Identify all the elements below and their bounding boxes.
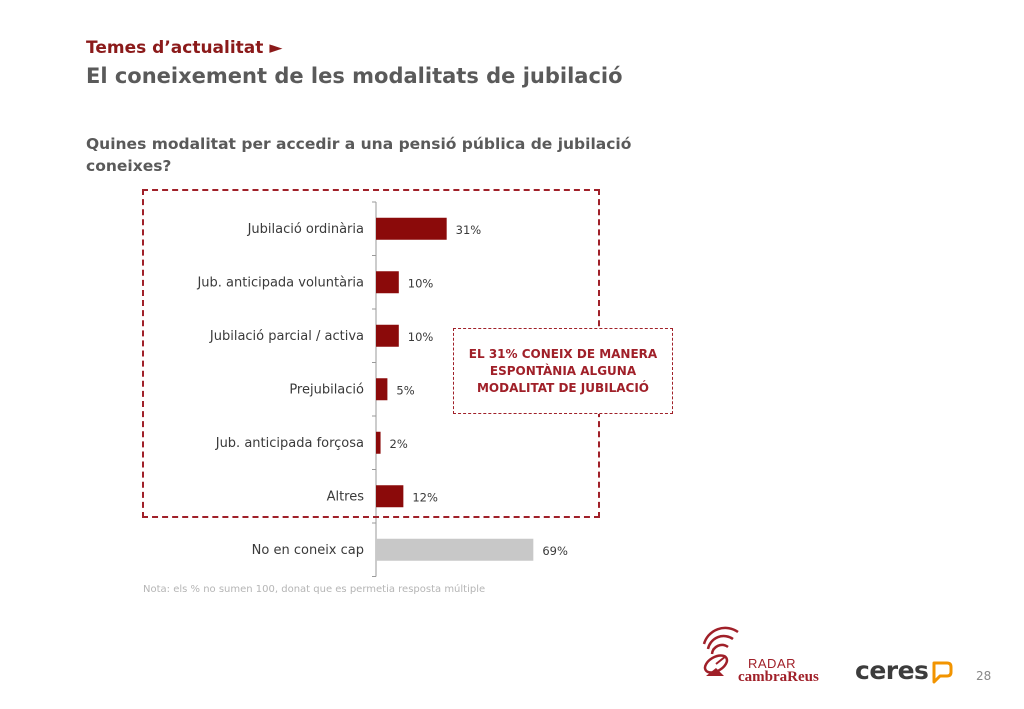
category-label: Jubilació parcial / activa [209, 329, 364, 344]
callout-box: EL 31% CONEIX DE MANERA ESPONTÀNIA ALGUN… [453, 328, 673, 414]
category-label: Altres [327, 489, 365, 504]
value-label: 10% [408, 276, 434, 290]
survey-question: Quines modalitat per accedir a una pensi… [86, 135, 632, 175]
page-number: 28 [976, 669, 992, 683]
page-title: El coneixement de les modalitats de jubi… [86, 64, 623, 88]
category-label: Jub. anticipada forçosa [215, 436, 364, 451]
category-label: Prejubilació [289, 382, 364, 397]
radar-wordmark: RADAR [748, 656, 797, 671]
category-label: Jubilació ordinària [247, 222, 364, 237]
bar [376, 485, 404, 508]
section-label: Temes d’actualitat ► [86, 38, 283, 58]
value-label: 2% [390, 437, 408, 451]
value-label: 31% [456, 223, 482, 237]
radar-cambra-reus-logo: RADAR cambraReus [698, 626, 848, 688]
value-label: 12% [412, 490, 438, 504]
ceres-mark-icon [932, 661, 953, 684]
bar [376, 271, 399, 294]
value-label: 10% [408, 330, 434, 344]
callout-text: EL 31% CONEIX DE MANERA ESPONTÀNIA ALGUN… [468, 346, 658, 395]
bar [376, 538, 534, 561]
category-label: No en coneix cap [252, 543, 364, 558]
ceres-logo: ceres [855, 656, 929, 685]
value-label: 69% [542, 544, 568, 558]
radar-dish-icon [702, 626, 739, 676]
bar [376, 324, 399, 347]
bar [376, 431, 381, 454]
category-label: Jub. anticipada voluntària [196, 275, 364, 290]
bar [376, 378, 388, 401]
cambra-wordmark: cambraReus [738, 669, 819, 685]
bar [376, 217, 447, 240]
footnote: Nota: els % no sumen 100, donat que es p… [143, 584, 486, 595]
value-label: 5% [396, 383, 414, 397]
